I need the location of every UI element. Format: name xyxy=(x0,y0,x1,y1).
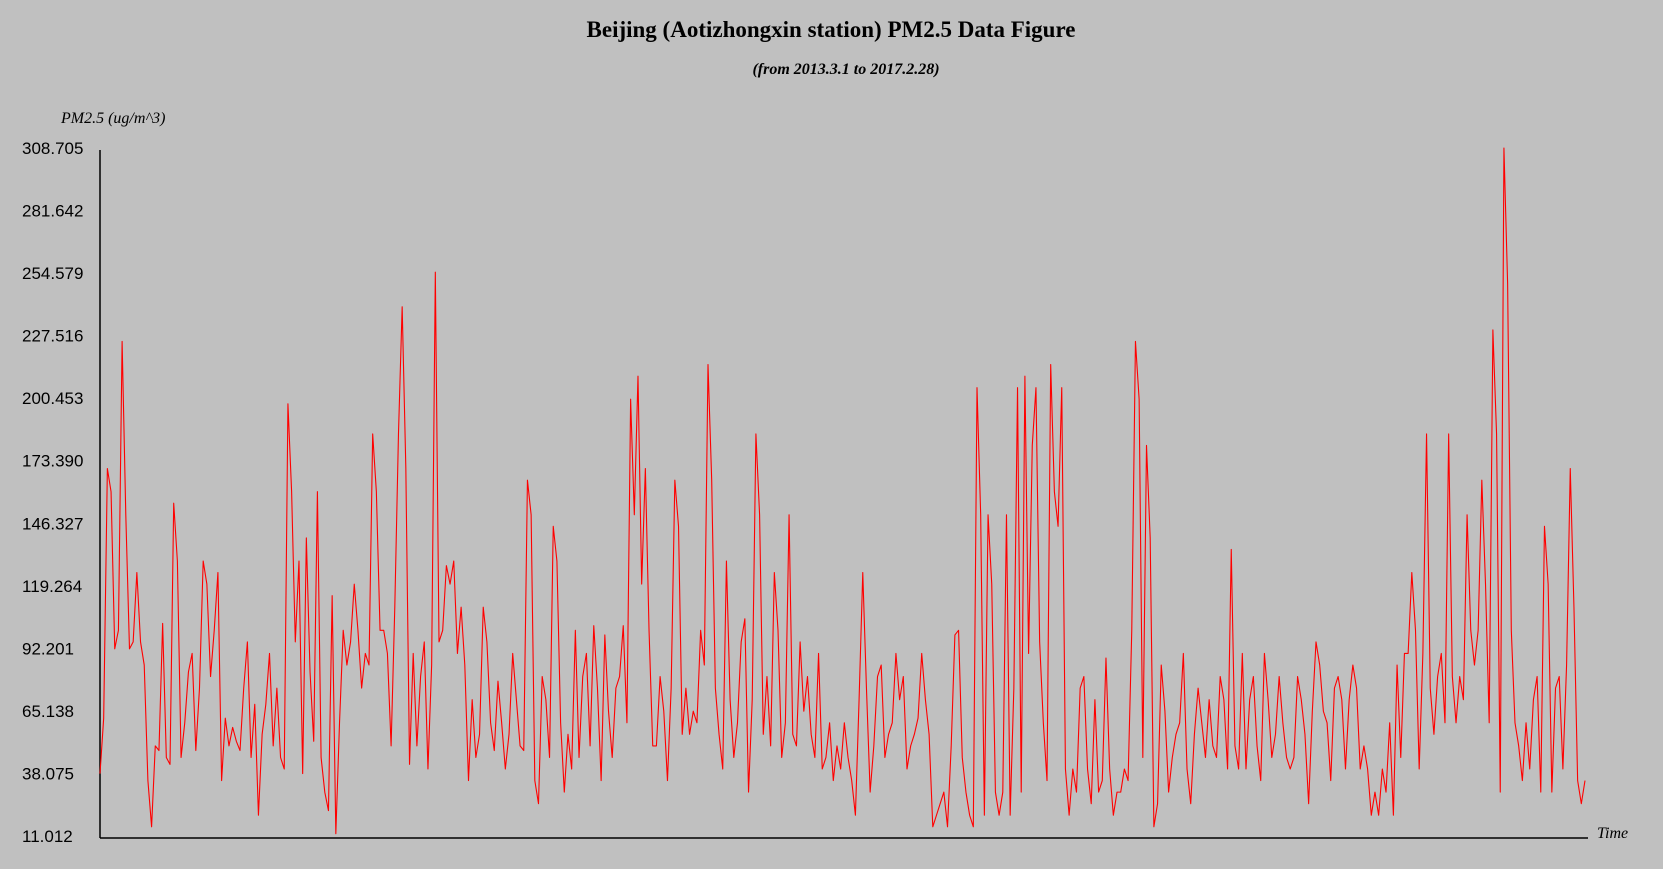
y-tick-labels: 308.705 281.642 254.579 227.516 200.453 173.3… xyxy=(22,139,83,846)
y-tick-label: 11.012 xyxy=(22,827,73,846)
y-tick-label: 92.201 xyxy=(22,639,74,658)
y-tick-label: 227.516 xyxy=(22,327,83,346)
y-tick-label: 119.264 xyxy=(22,577,82,596)
y-tick-label: 146.327 xyxy=(22,514,83,533)
y-tick-label: 173.390 xyxy=(22,452,83,471)
y-tick-label: 281.642 xyxy=(22,202,83,221)
y-axis-label: PM2.5 (ug/m^3) xyxy=(60,110,166,127)
y-tick-label: 308.705 xyxy=(22,139,83,158)
y-tick-label: 65.138 xyxy=(22,702,74,721)
y-tick-label: 200.453 xyxy=(22,389,83,408)
y-tick-label: 38.075 xyxy=(22,764,74,783)
series-line xyxy=(99,147,1586,835)
chart-title: Beijing (Aotizhongxin station) PM2.5 Dat… xyxy=(587,17,1076,42)
x-axis-label: Time xyxy=(1597,825,1628,842)
chart-subtitle: (from 2013.3.1 to 2017.2.28) xyxy=(752,61,939,78)
y-tick-label: 254.579 xyxy=(22,264,83,283)
